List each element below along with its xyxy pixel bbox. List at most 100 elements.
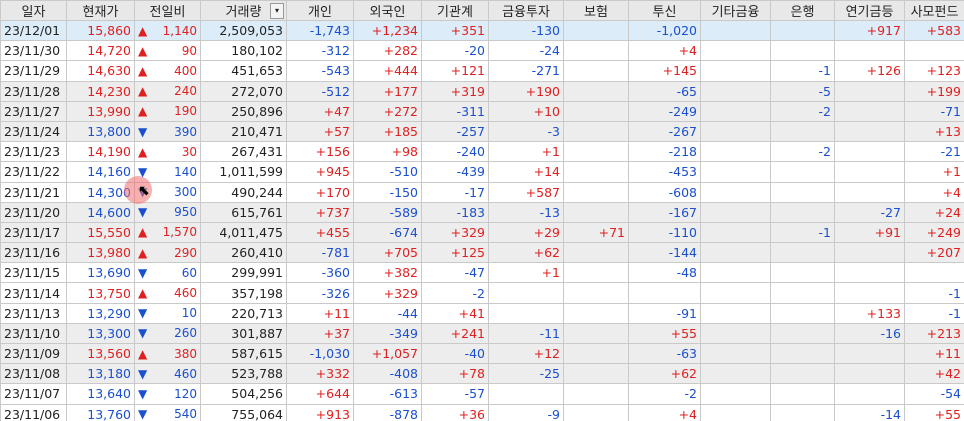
cell-insurance: [563, 302, 629, 324]
col-header-foreign[interactable]: 외국인: [353, 0, 422, 21]
cell-private-fund: -54: [904, 383, 964, 405]
cell-price: 14,630: [66, 60, 135, 82]
table-row[interactable]: 23/11/23 14,190 ▲ 30 267,431 +156 +98 -240 +1 -21…: [0, 141, 964, 163]
cell-private-fund: +11: [904, 342, 964, 365]
mouse-cursor-highlight: [124, 176, 152, 204]
cell-date: 23/11/20: [0, 201, 67, 223]
col-header-bank[interactable]: 은행: [770, 0, 835, 21]
cell-foreign: +282: [353, 40, 422, 62]
col-header-institution[interactable]: 기관계: [421, 0, 489, 21]
volume-dropdown-button[interactable]: ▾: [270, 3, 284, 19]
table-row[interactable]: 23/11/09 13,560 ▲ 380 587,615 -1,030 +1,057 -40…: [0, 342, 964, 365]
cell-change-value: 380: [174, 346, 197, 361]
table-row[interactable]: 23/11/10 13,300 ▼ 260 301,887 +37 -349 +241 -11 +…: [0, 322, 964, 345]
cell-other-fin: [700, 221, 771, 244]
cell-price: 15,550: [66, 221, 135, 244]
table-row[interactable]: 23/11/30 14,720 ▲ 90 180,102 -312 +282 -20 -24 +4: [0, 40, 964, 62]
table-row[interactable]: 23/11/08 13,180 ▼ 460 523,788 +332 -408 +78 -25 +…: [0, 363, 964, 385]
col-header-trust[interactable]: 투신: [628, 0, 701, 21]
col-header-insurance[interactable]: 보험: [563, 0, 629, 21]
cell-other-fin: [700, 403, 771, 421]
table-row[interactable]: 23/11/07 13,640 ▼ 120 504,256 +644 -613 -57 -2 -5…: [0, 383, 964, 405]
table-row[interactable]: 23/11/22 14,160 ▼ 140 1,011,599 +945 -510 -439 +…: [0, 161, 964, 183]
cell-fin-invest: [488, 302, 564, 324]
cell-change-value: 90: [181, 43, 197, 58]
table-row[interactable]: 23/11/15 13,690 ▼ 60 299,991 -360 +382 -47 +1 -48: [0, 262, 964, 284]
col-header-other-fin[interactable]: 기타금융: [700, 0, 771, 21]
cell-trust: +55: [628, 322, 701, 345]
up-triangle-icon: ▲: [138, 144, 148, 159]
col-header-change[interactable]: 전일비: [134, 0, 201, 21]
cell-price: 13,800: [66, 120, 135, 143]
col-header-pension[interactable]: 연기금등: [834, 0, 905, 21]
cell-trust: -91: [628, 302, 701, 324]
cell-individual: +156: [286, 141, 354, 163]
table-row[interactable]: 23/11/06 13,760 ▼ 540 755,064 +913 -878 +36 -9 +4…: [0, 403, 964, 421]
col-header-private-fund[interactable]: 사모펀드: [904, 0, 964, 21]
cell-insurance: [563, 60, 629, 82]
cell-date: 23/11/27: [0, 100, 67, 122]
cell-private-fund: +4: [904, 181, 964, 203]
col-header-date[interactable]: 일자: [0, 0, 67, 21]
cell-volume: 587,615: [200, 342, 287, 365]
cell-private-fund: [904, 262, 964, 284]
cell-fin-invest: -25: [488, 363, 564, 385]
cell-date: 23/11/09: [0, 342, 67, 365]
cell-change-value: 120: [174, 386, 197, 401]
cell-private-fund: +24: [904, 201, 964, 223]
cell-individual: +47: [286, 100, 354, 122]
cell-pension: [834, 141, 905, 163]
cell-bank: [770, 363, 835, 385]
cell-change: ▲ 190: [134, 100, 201, 122]
table-row[interactable]: 23/11/24 13,800 ▼ 390 210,471 +57 +185 -257 -3 -2…: [0, 120, 964, 143]
col-header-volume[interactable]: 거래량 ▾: [200, 0, 287, 21]
cell-change-value: 1,140: [162, 23, 197, 38]
table-row[interactable]: 23/11/29 14,630 ▲ 400 451,653 -543 +444 +121 -27…: [0, 60, 964, 82]
table-row[interactable]: 23/11/16 13,980 ▲ 290 260,410 -781 +705 +125 +62…: [0, 242, 964, 264]
table-row[interactable]: 23/11/14 13,750 ▲ 460 357,198 -326 +329 -2 -1: [0, 282, 964, 304]
cell-trust: -267: [628, 120, 701, 143]
cell-private-fund: +583: [904, 19, 964, 42]
cell-private-fund: +207: [904, 242, 964, 264]
table-row[interactable]: 23/11/20 14,600 ▼ 950 615,761 +737 -589 -183 -13…: [0, 201, 964, 223]
cell-change: ▲ 460: [134, 282, 201, 304]
table-row[interactable]: 23/12/01 15,860 ▲ 1,140 2,509,053 -1,743 +1,23…: [0, 19, 964, 42]
col-header-individual[interactable]: 개인: [286, 0, 354, 21]
table-row[interactable]: 23/11/17 15,550 ▲ 1,570 4,011,475 +455 -674 +32…: [0, 221, 964, 244]
cell-individual: +644: [286, 383, 354, 405]
table-row[interactable]: 23/11/27 13,990 ▲ 190 250,896 +47 +272 -311 +10 -…: [0, 100, 964, 122]
cell-change: ▼ 540: [134, 403, 201, 421]
cell-trust: -2: [628, 383, 701, 405]
cell-date: 23/11/17: [0, 221, 67, 244]
col-header-price[interactable]: 현재가: [66, 0, 135, 21]
cell-institution: +36: [421, 403, 489, 421]
cell-insurance: [563, 403, 629, 421]
cell-institution: +78: [421, 363, 489, 385]
cell-institution: +121: [421, 60, 489, 82]
cell-individual: +945: [286, 161, 354, 183]
cell-insurance: [563, 322, 629, 345]
down-triangle-icon: ▼: [138, 205, 148, 220]
cell-private-fund: -71: [904, 100, 964, 122]
cell-foreign: -408: [353, 363, 422, 385]
col-header-fin-invest[interactable]: 금융투자: [488, 0, 564, 21]
cell-fin-invest: +1: [488, 262, 564, 284]
cell-insurance: [563, 383, 629, 405]
cell-price: 13,690: [66, 262, 135, 284]
down-triangle-icon: ▼: [138, 326, 148, 341]
cell-individual: +455: [286, 221, 354, 244]
cell-bank: [770, 40, 835, 62]
cell-change: ▼ 950: [134, 201, 201, 223]
cell-individual: +737: [286, 201, 354, 223]
table-row[interactable]: 23/11/28 14,230 ▲ 240 272,070 -512 +177 +319 +19…: [0, 80, 964, 102]
cell-pension: [834, 40, 905, 62]
cell-trust: -65: [628, 80, 701, 102]
cell-foreign: +382: [353, 262, 422, 284]
cell-volume: 299,991: [200, 262, 287, 284]
cell-foreign: -510: [353, 161, 422, 183]
cell-foreign: +329: [353, 282, 422, 304]
cell-change: ▲ 380: [134, 342, 201, 365]
cell-change-value: 140: [174, 164, 197, 179]
table-row[interactable]: 23/11/13 13,290 ▼ 10 220,713 +11 -44 +41 -91 +133…: [0, 302, 964, 324]
